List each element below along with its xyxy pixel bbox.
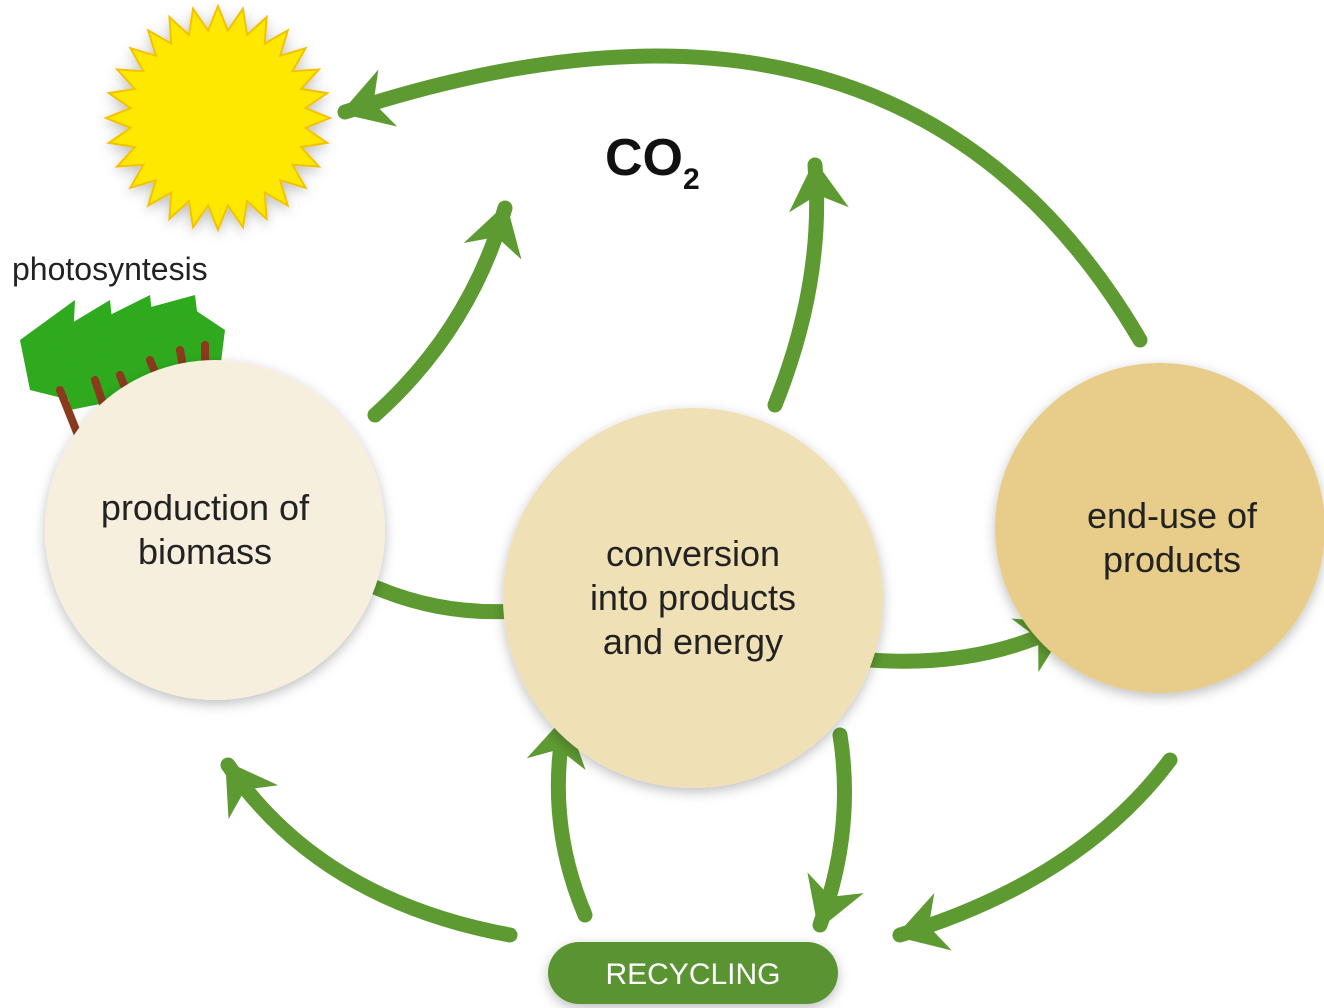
- node-label: products: [1103, 539, 1241, 580]
- arrow: [767, 157, 849, 413]
- sun: [103, 3, 333, 233]
- node-label: into products: [590, 577, 796, 618]
- co2-label: CO2: [605, 129, 700, 196]
- arrow: [807, 727, 864, 933]
- recycling-label: RECYCLING: [605, 958, 780, 991]
- node-label: biomass: [138, 531, 272, 572]
- node-circle: [503, 408, 883, 788]
- arrow: [337, 48, 1148, 348]
- arrow: [526, 712, 593, 923]
- co2-text: CO: [605, 129, 683, 187]
- node-label: production of: [101, 487, 310, 528]
- node-circle: [995, 363, 1324, 693]
- node-label: conversion: [606, 533, 780, 574]
- node-circle: [45, 360, 385, 700]
- node-label: end-use of: [1087, 495, 1258, 536]
- co2-subscript: 2: [683, 163, 700, 196]
- arrow: [892, 752, 1178, 951]
- arrow: [220, 757, 518, 943]
- arrow: [367, 200, 522, 423]
- photosynthesis-label: photosyntesis: [12, 251, 208, 287]
- recycling-pill: [548, 942, 838, 1004]
- node-label: and energy: [603, 621, 783, 662]
